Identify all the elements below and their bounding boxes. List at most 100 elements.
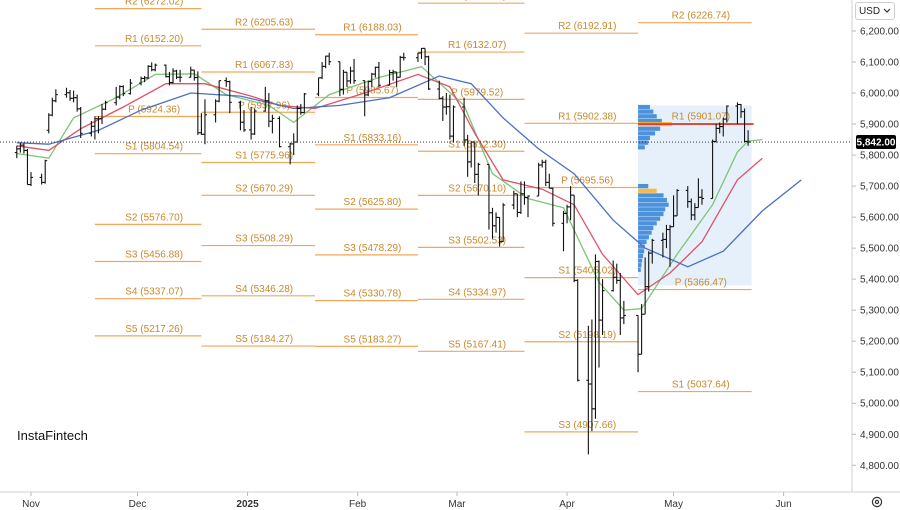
moving-average-line bbox=[16, 73, 763, 296]
pivot-label: S5 (5183.27) bbox=[344, 334, 402, 345]
pivot-label: R2 (6272.02) bbox=[125, 0, 183, 8]
volume-profile-bar bbox=[638, 118, 662, 124]
price-tick-label: 6,200.00 bbox=[860, 27, 899, 38]
ohlc-bar bbox=[227, 80, 232, 114]
pivot-label: S1 (5037.64) bbox=[672, 380, 730, 391]
pivot-label: S4 (5330.78) bbox=[344, 289, 402, 300]
ohlc-bar bbox=[575, 279, 580, 382]
volume-profile-bar bbox=[638, 263, 642, 268]
price-tick-label: 5,600.00 bbox=[860, 213, 899, 224]
pivot-label: R1 (5901.07) bbox=[672, 112, 730, 123]
pivot-label: S5 (5167.41) bbox=[448, 339, 506, 350]
price-tick-label: 5,800.00 bbox=[860, 151, 899, 162]
time-tick-label: May bbox=[664, 499, 683, 510]
ohlc-bar bbox=[699, 189, 704, 205]
time-tick-label: 2025 bbox=[236, 499, 259, 510]
volume-profile-bar bbox=[638, 253, 644, 258]
currency-selector[interactable]: USD bbox=[855, 2, 895, 20]
pivot-label: R2 (6192.91) bbox=[558, 21, 616, 32]
pivot-label: R1 (6132.07) bbox=[448, 40, 506, 51]
pivot-label: S1 (5812.30) bbox=[448, 139, 506, 150]
time-axis[interactable]: Nov Dec 2025 Feb Mar Apr May Jun bbox=[0, 491, 900, 510]
volume-profile-bar bbox=[638, 145, 645, 150]
price-tick-label: 5,500.00 bbox=[860, 244, 899, 255]
pivot-label: S3 (5508.29) bbox=[235, 234, 293, 245]
ohlc-bar bbox=[476, 162, 481, 196]
ohlc-bar bbox=[43, 159, 48, 184]
watermark-logo: InstaFintech bbox=[17, 428, 88, 443]
volume-profile-bar bbox=[638, 188, 657, 193]
time-tick-label: Jun bbox=[776, 499, 792, 510]
current-price-badge bbox=[856, 135, 896, 150]
pivot-label: P (5937.96) bbox=[238, 100, 290, 111]
volume-profile-bar bbox=[638, 140, 649, 145]
ohlc-bar bbox=[650, 238, 655, 264]
ohlc-bar bbox=[600, 279, 605, 335]
volume-profile-bar bbox=[638, 184, 649, 189]
pivot-label: R2 (6289.64) bbox=[448, 0, 506, 2]
ohlc-bar bbox=[501, 203, 506, 243]
pivot-label: S2 (5576.70) bbox=[125, 212, 183, 223]
volume-profile-bar bbox=[638, 235, 649, 240]
pivot-label: P (5985.67) bbox=[346, 85, 398, 96]
ohlc-bar bbox=[202, 99, 207, 145]
volume-profile-bar bbox=[638, 202, 669, 207]
price-axis[interactable]: 6,200.00 6,100.00 6,000.00 5,900.00 5,800.00… bbox=[851, 0, 899, 492]
price-tick-label: 5,300.00 bbox=[860, 306, 899, 317]
volume-profile-bar bbox=[638, 131, 656, 136]
ohlc-bar bbox=[128, 79, 133, 95]
volume-profile-bar bbox=[638, 225, 654, 231]
volume-profile-bar bbox=[638, 216, 661, 221]
volume-profile-bar bbox=[638, 126, 661, 131]
pivot-label: P (5695.56) bbox=[561, 175, 613, 186]
volume-profile-bar bbox=[638, 104, 650, 110]
ohlc-bar bbox=[242, 110, 246, 132]
volume-profile-bar bbox=[638, 230, 652, 235]
ohlc-bar bbox=[78, 106, 83, 139]
settings-icon bbox=[871, 496, 883, 508]
pivot-label: P (5924.36) bbox=[128, 105, 180, 116]
ohlc-bar bbox=[724, 105, 729, 123]
ohlc-bar bbox=[526, 195, 530, 218]
ohlc-bar bbox=[401, 52, 406, 61]
time-tick-label: Dec bbox=[129, 499, 147, 510]
settings-button[interactable] bbox=[869, 494, 885, 510]
price-tick-label: 5,400.00 bbox=[860, 275, 899, 286]
moving-averages-layer bbox=[16, 65, 802, 311]
ohlc-bar bbox=[550, 187, 555, 227]
pivot-label: P (5979.52) bbox=[451, 87, 503, 98]
volume-profile-bar bbox=[638, 109, 654, 114]
ohlc-bar bbox=[376, 62, 381, 87]
pivot-label: S1 (5405.02) bbox=[558, 266, 616, 277]
pivot-label: S4 (5334.97) bbox=[448, 287, 506, 298]
ohlc-bar bbox=[53, 89, 58, 103]
price-tick-label: 5,700.00 bbox=[860, 182, 899, 193]
price-tick-label: 4,800.00 bbox=[860, 461, 899, 472]
pivot-label: S3 (5502.53) bbox=[448, 235, 506, 246]
pivot-label: R2 (6226.74) bbox=[672, 11, 730, 22]
pivot-label: S2 (5670.29) bbox=[235, 183, 293, 194]
pivot-label: R1 (6188.03) bbox=[343, 23, 401, 34]
pivot-label: S3 (4907.66) bbox=[558, 420, 616, 431]
volume-profile-bar bbox=[638, 258, 643, 263]
pivot-label: S5 (5217.26) bbox=[125, 324, 183, 335]
pivot-label: S1 (5804.54) bbox=[125, 142, 183, 153]
pivot-label: S3 (5478.29) bbox=[344, 243, 402, 254]
price-tick-label: 6,100.00 bbox=[860, 58, 899, 69]
pivot-label: S4 (5337.07) bbox=[125, 287, 183, 298]
ohlc-bar bbox=[302, 93, 307, 114]
pivot-label: R2 (6205.63) bbox=[235, 17, 293, 28]
ohlc-bar bbox=[217, 80, 222, 103]
time-tick-label: Mar bbox=[448, 499, 466, 510]
ohlc-bar bbox=[746, 130, 751, 146]
pivot-label: S5 (5184.27) bbox=[235, 334, 293, 345]
pivot-label: P (5366.47) bbox=[675, 278, 727, 289]
ohlc-bars-layer bbox=[14, 47, 751, 455]
price-tick-label: 5,200.00 bbox=[860, 337, 899, 348]
volume-profile-bar bbox=[638, 211, 664, 217]
volume-profile-layer bbox=[638, 104, 754, 272]
current-price-layer: 5,842.00 bbox=[0, 135, 896, 150]
pivot-label: S2 (5670.10) bbox=[448, 183, 506, 194]
ohlc-bar bbox=[29, 172, 33, 187]
